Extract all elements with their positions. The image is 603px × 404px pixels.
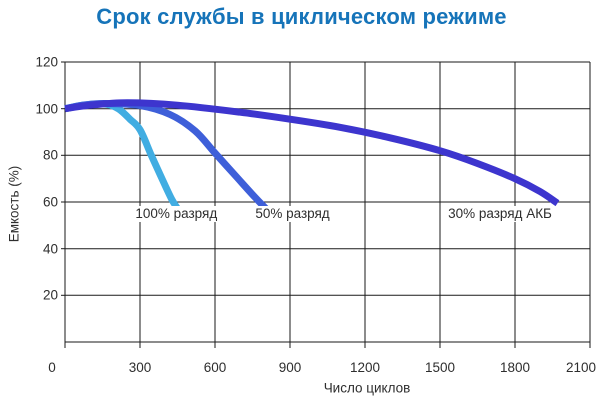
x-tick-1500: 1500 <box>424 360 456 375</box>
x-tick-0: 0 <box>48 360 56 375</box>
y-axis-label: Емкость (%) <box>6 165 22 243</box>
chart-title: Срок службы в циклическом режиме <box>96 4 507 29</box>
series-label-2: 50% разряд <box>252 205 333 222</box>
series-band-1 <box>64 100 181 210</box>
series-band-3 <box>64 99 560 207</box>
y-tick-100: 100 <box>35 101 58 117</box>
x-tick-1800: 1800 <box>499 360 531 375</box>
series-label-1: 100% разряд <box>132 205 221 222</box>
y-tick-40: 40 <box>42 241 58 257</box>
x-axis-label: Число циклов <box>323 380 411 396</box>
x-tick-600: 600 <box>203 360 227 375</box>
x-tick-1200: 1200 <box>349 360 381 375</box>
x-tick-2100: 2100 <box>565 360 597 375</box>
y-tick-80: 80 <box>42 147 58 163</box>
y-tick-60: 60 <box>42 194 58 210</box>
series-label-3: 30% разряд АКБ <box>445 205 555 222</box>
y-tick-120: 120 <box>35 54 58 70</box>
x-tick-300: 300 <box>128 360 152 375</box>
x-tick-900: 900 <box>278 360 302 375</box>
y-tick-20: 20 <box>42 287 58 303</box>
